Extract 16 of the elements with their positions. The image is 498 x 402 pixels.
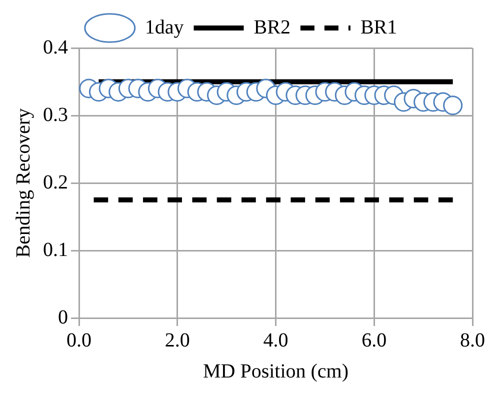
x-axis-title: MD Position (cm) [202, 360, 349, 382]
legend-label: 1day [144, 16, 184, 38]
x-tick-label: 6.0 [362, 329, 387, 352]
y-tick-label: 0.1 [43, 238, 68, 261]
x-tick-label: 4.0 [263, 329, 288, 352]
y-tick-label: 0.2 [43, 171, 68, 194]
legend-label: BR1 [360, 16, 398, 38]
y-axis-title: Bending Recovery [12, 108, 34, 258]
y-tick-label: 0.3 [43, 104, 68, 126]
x-tick-label: 0.0 [66, 329, 92, 352]
legend-label: BR2 [254, 16, 290, 38]
point [443, 96, 463, 116]
x-tick-label: 2.0 [164, 329, 190, 352]
y-tick-label: 0 [58, 306, 68, 328]
y-tick-label: 0.4 [43, 36, 68, 58]
x-tick-label: 8.0 [460, 329, 485, 352]
